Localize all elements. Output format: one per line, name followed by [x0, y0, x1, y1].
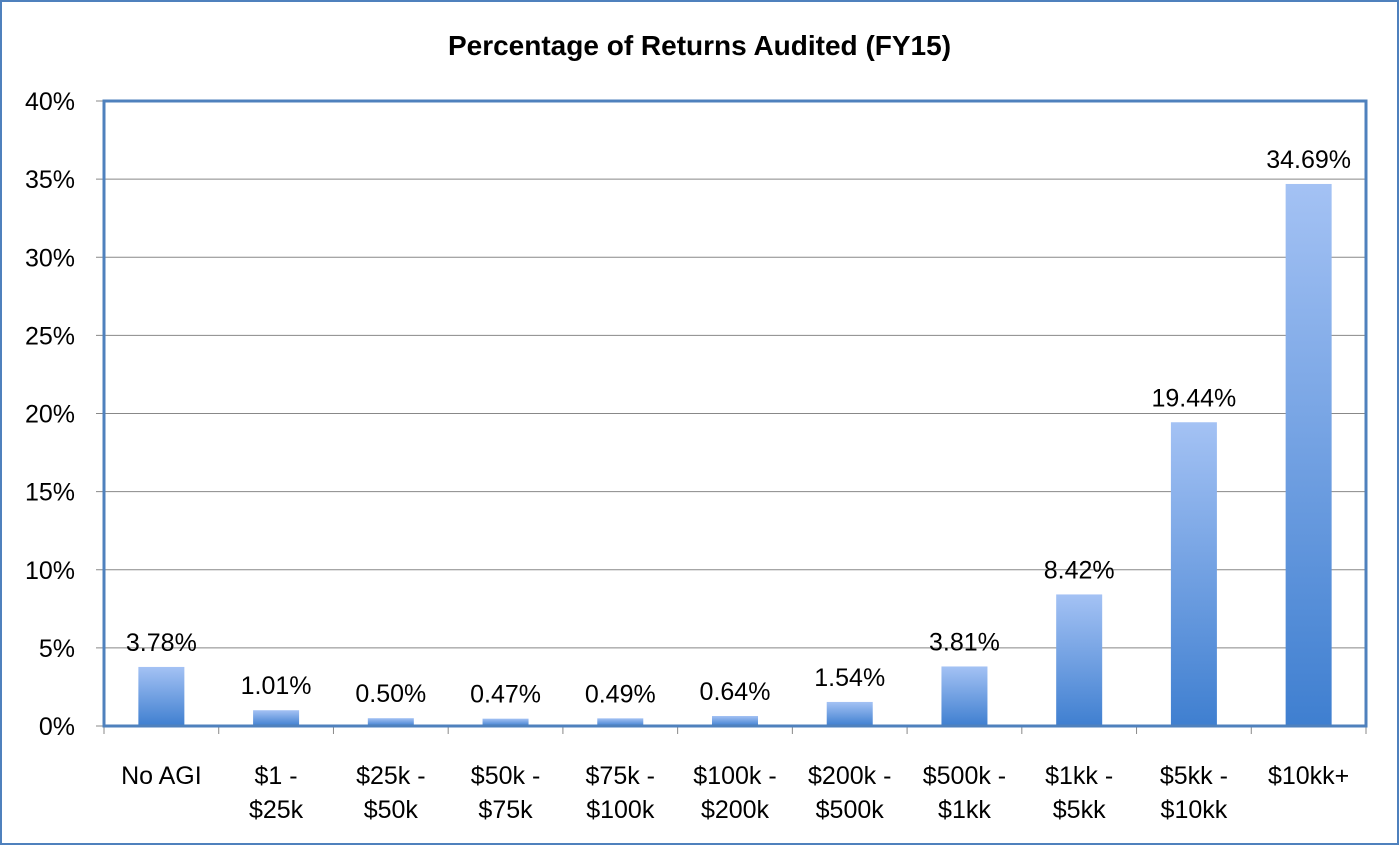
- y-tick-label: 15%: [25, 479, 75, 507]
- data-label: 0.47%: [470, 681, 541, 709]
- y-tick-label: 10%: [25, 557, 75, 585]
- x-tick-label: $1kk -: [1045, 762, 1113, 790]
- bars: [138, 183, 1332, 726]
- bar: [138, 666, 185, 726]
- chart-title: Percentage of Returns Audited (FY15): [447, 30, 952, 61]
- bar: [941, 666, 988, 726]
- gridlines: [104, 178, 1366, 649]
- x-tick-label: $75k -: [586, 762, 655, 790]
- data-label: 3.81%: [929, 628, 1000, 656]
- x-tick-label: $25k: [249, 796, 304, 824]
- data-label: 19.44%: [1152, 384, 1237, 412]
- data-label: 8.42%: [1044, 556, 1115, 584]
- axes: 0% 5% 10% 15% 20% 25% 30% 35% 40% No AGI $1 - $25k $…: [25, 88, 1368, 824]
- data-label: 3.78%: [126, 629, 197, 657]
- x-tick-label: $5kk -: [1160, 762, 1228, 790]
- data-label: 0.49%: [585, 680, 656, 708]
- bar: [826, 701, 873, 726]
- bar: [253, 710, 300, 726]
- x-tick-label: $100k: [586, 796, 655, 824]
- bar: [367, 718, 414, 726]
- x-tick-label: $100k -: [693, 762, 776, 790]
- x-tick-label: $50k -: [471, 762, 540, 790]
- y-tick-label: 0%: [39, 713, 75, 741]
- data-label: 0.64%: [700, 678, 771, 706]
- data-label: 34.69%: [1266, 146, 1351, 174]
- bar: [1056, 594, 1103, 726]
- bar: [482, 718, 529, 726]
- x-tick-label: $5kk: [1053, 796, 1106, 824]
- x-tick-label: $500k -: [923, 762, 1006, 790]
- data-label: 1.54%: [814, 664, 885, 692]
- bar: [1170, 422, 1217, 726]
- x-tick-label: $1kk: [938, 796, 991, 824]
- x-tick-label: $10kk: [1161, 796, 1228, 824]
- x-tick-label: $200k -: [808, 762, 891, 790]
- x-tick-label: $1 -: [255, 762, 298, 790]
- bar: [1285, 183, 1332, 726]
- y-tick-label: 5%: [39, 635, 75, 663]
- plot-area-border: [102, 99, 1368, 728]
- y-tick-label: 35%: [25, 166, 75, 194]
- x-tick-label: $10kk+: [1268, 762, 1349, 790]
- y-tick-label: 30%: [25, 244, 75, 272]
- data-labels: 3.78% 1.01% 0.50% 0.47% 0.49% 0.64% 1.54% 3.81%…: [126, 146, 1351, 709]
- x-tick-label: $500k: [816, 796, 885, 824]
- x-tick-label: $25k -: [356, 762, 425, 790]
- y-tick-label: 25%: [25, 322, 75, 350]
- x-tick-label: $50k: [364, 796, 419, 824]
- x-tick-label: $200k: [701, 796, 770, 824]
- x-tick-label: $75k: [478, 796, 533, 824]
- y-tick-label: 20%: [25, 401, 75, 429]
- y-tick-label: 40%: [25, 88, 75, 116]
- bar: [712, 716, 758, 726]
- data-label: 0.50%: [355, 680, 426, 708]
- bar: [597, 718, 644, 726]
- data-label: 1.01%: [241, 672, 312, 700]
- x-tick-label: No AGI: [121, 762, 202, 790]
